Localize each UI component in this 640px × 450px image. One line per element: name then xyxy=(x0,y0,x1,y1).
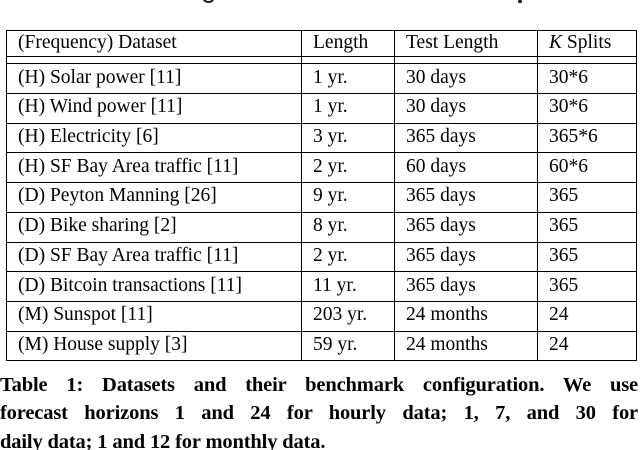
cell-test-length: 365 days xyxy=(395,123,538,154)
datasets-benchmark-table: (Frequency) Dataset Length Test Length K… xyxy=(6,30,637,362)
column-header-k-splits: K Splits xyxy=(538,30,637,57)
cell-k-splits: 24 xyxy=(538,301,637,332)
cell-dataset: (H) Wind power [11] xyxy=(6,94,302,124)
table-row: (H) Solar power [11] 1 yr. 30 days 30*6 xyxy=(6,64,637,95)
table-row: (H) Wind power [11] 1 yr. 30 days 30*6 xyxy=(6,94,637,124)
cell-test-length: 365 days xyxy=(395,242,538,273)
table-row: (D) SF Bay Area traffic [11] 2 yr. 365 d… xyxy=(6,242,637,273)
table-header-row: (Frequency) Dataset Length Test Length K… xyxy=(6,30,637,57)
caption-line-3: daily data; 1 and 12 for monthly data. xyxy=(0,430,326,450)
cropped-glyph-fragment xyxy=(203,0,214,3)
cell-test-length: 30 days xyxy=(395,94,538,124)
cell-k-splits: 365 xyxy=(538,183,637,213)
cell-dataset: (D) Bitcoin transactions [11] xyxy=(6,272,302,302)
cell-test-length: 365 days xyxy=(395,212,538,243)
cell-k-splits: 24 xyxy=(538,331,637,362)
cell-test-length: 365 days xyxy=(395,272,538,302)
cell-k-splits: 365*6 xyxy=(538,123,637,154)
cell-k-splits: 365 xyxy=(538,212,637,243)
table-row: (D) Bitcoin transactions [11] 11 yr. 365… xyxy=(6,272,637,302)
caption-line-1: Table 1: Datasets and their benchmark co… xyxy=(0,374,638,396)
cell-dataset: (D) SF Bay Area traffic [11] xyxy=(6,242,302,273)
cropped-glyph-fragment xyxy=(518,0,522,3)
table-row: (M) Sunspot [11] 203 yr. 24 months 24 xyxy=(6,301,637,332)
cell-length: 203 yr. xyxy=(302,301,395,332)
cell-length: 1 yr. xyxy=(302,64,395,95)
cell-length: 2 yr. xyxy=(302,153,395,184)
cell-test-length: 365 days xyxy=(395,183,538,213)
cell-length: 2 yr. xyxy=(302,242,395,273)
caption-line-2: forecast horizons 1 and 24 for hourly da… xyxy=(0,402,638,425)
cell-dataset: (D) Peyton Manning [26] xyxy=(6,183,302,213)
cell-length: 1 yr. xyxy=(302,94,395,124)
cell-test-length: 24 months xyxy=(395,331,538,362)
cell-k-splits: 30*6 xyxy=(538,94,637,124)
column-header-frequency-dataset: (Frequency) Dataset xyxy=(6,30,302,57)
cell-k-splits: 365 xyxy=(538,242,637,273)
table-row: (M) House supply [3] 59 yr. 24 months 24 xyxy=(6,331,637,362)
table-row: (H) SF Bay Area traffic [11] 2 yr. 60 da… xyxy=(6,153,637,184)
cell-dataset: (H) SF Bay Area traffic [11] xyxy=(6,153,302,184)
table-row: (H) Electricity [6] 3 yr. 365 days 365*6 xyxy=(6,123,637,154)
cell-test-length: 30 days xyxy=(395,64,538,95)
cell-dataset: (H) Solar power [11] xyxy=(6,64,302,95)
cell-length: 3 yr. xyxy=(302,123,395,154)
cell-test-length: 60 days xyxy=(395,153,538,184)
cell-dataset: (M) House supply [3] xyxy=(6,331,302,362)
k-symbol: K xyxy=(549,31,563,53)
header-double-rule-gap xyxy=(6,57,637,65)
splits-label: Splits xyxy=(562,31,612,53)
cell-k-splits: 365 xyxy=(538,272,637,302)
table-caption: Table 1: Datasets and their benchmark co… xyxy=(0,371,638,450)
cell-length: 8 yr. xyxy=(302,212,395,243)
cell-dataset: (D) Bike sharing [2] xyxy=(6,212,302,243)
cell-length: 59 yr. xyxy=(302,331,395,362)
cell-k-splits: 60*6 xyxy=(538,153,637,184)
column-header-length: Length xyxy=(302,30,395,57)
cell-dataset: (M) Sunspot [11] xyxy=(6,301,302,332)
table-row: (D) Bike sharing [2] 8 yr. 365 days 365 xyxy=(6,212,637,243)
cell-dataset: (H) Electricity [6] xyxy=(6,123,302,154)
cell-k-splits: 30*6 xyxy=(538,64,637,95)
cell-length: 11 yr. xyxy=(302,272,395,302)
cell-test-length: 24 months xyxy=(395,301,538,332)
cell-length: 9 yr. xyxy=(302,183,395,213)
column-header-test-length: Test Length xyxy=(395,30,538,57)
table-row: (D) Peyton Manning [26] 9 yr. 365 days 3… xyxy=(6,183,637,213)
